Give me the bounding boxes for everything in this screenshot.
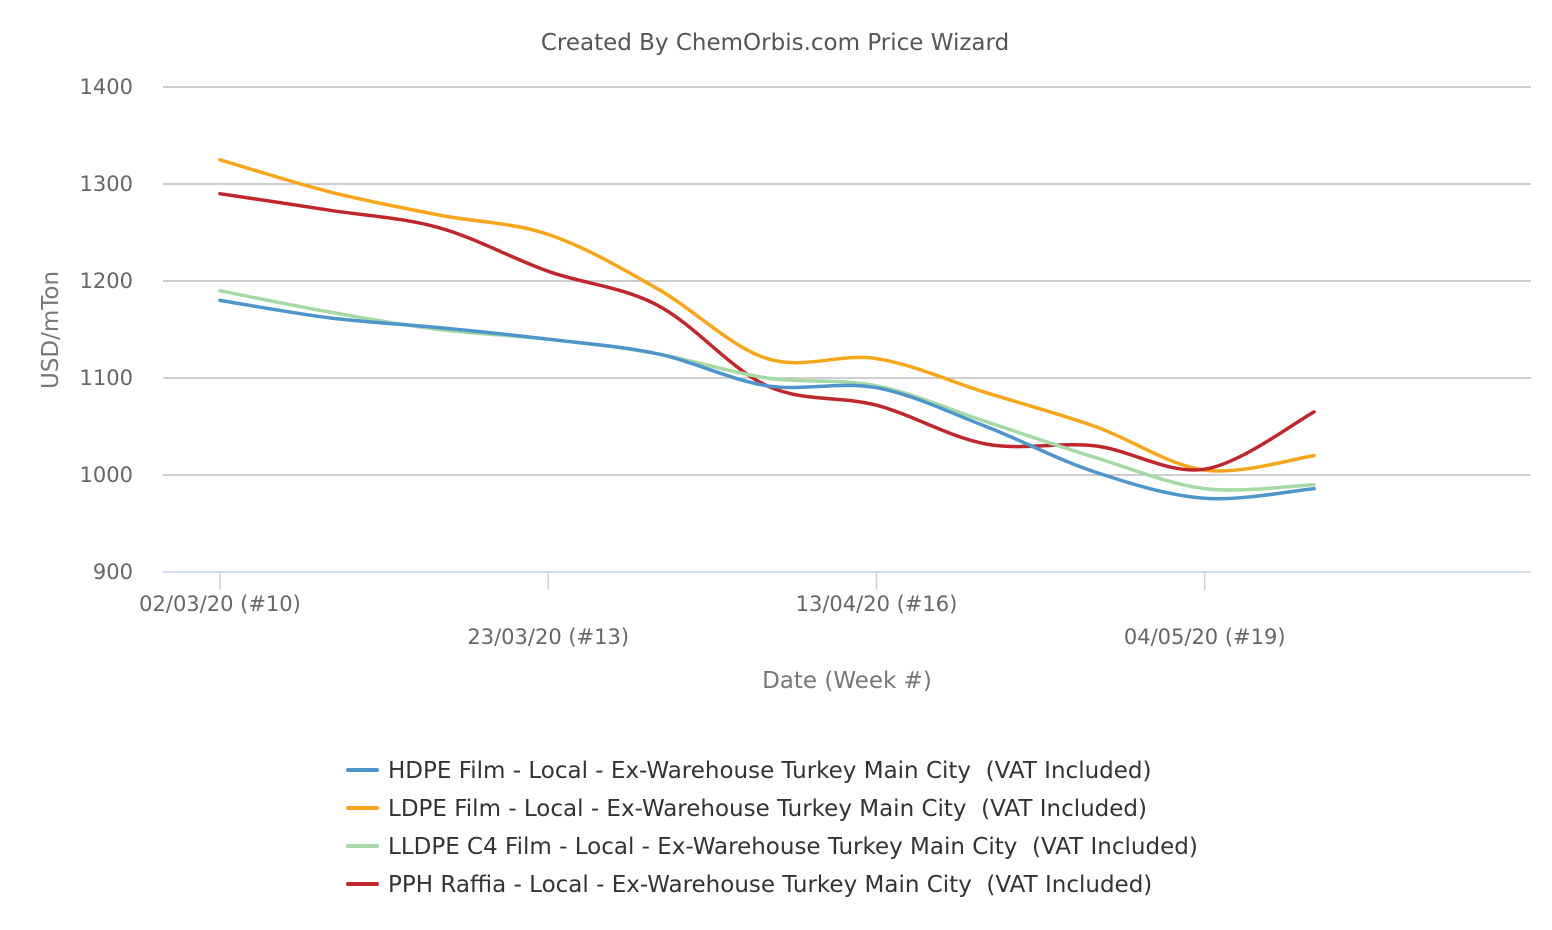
x-axis-title: Date (Week #)	[762, 668, 932, 694]
x-axis-ticks: 02/03/20 (#10) 23/03/20 (#13) 13/04/20 (#1…	[139, 572, 1286, 649]
y-tick-label: 1100	[80, 366, 133, 390]
series-line-1	[218, 158, 1316, 473]
chart-title: Created By ChemOrbis.com Price Wizard	[541, 30, 1009, 56]
y-tick-label: 1400	[80, 75, 133, 99]
legend-item[interactable]: LDPE Film - Local - Ex-Warehouse Turkey …	[346, 796, 1147, 822]
y-tick-label: 1300	[80, 172, 133, 196]
y-tick-label: 900	[93, 560, 133, 584]
y-tick-label: 1200	[80, 269, 133, 293]
legend-item[interactable]: LLDPE C4 Film - Local - Ex-Warehouse Tur…	[346, 834, 1198, 860]
legend-label: HDPE Film - Local - Ex-Warehouse Turkey …	[388, 758, 1151, 784]
legend-label: PPH Raffia - Local - Ex-Warehouse Turkey…	[388, 872, 1152, 898]
legend-label: LLDPE C4 Film - Local - Ex-Warehouse Tur…	[388, 834, 1198, 860]
y-axis-ticks: 900 1000 1100 1200 1300 1400	[80, 75, 133, 584]
x-tick-label: 13/04/20 (#16)	[796, 592, 958, 616]
legend-item[interactable]: HDPE Film - Local - Ex-Warehouse Turkey …	[346, 758, 1151, 784]
x-tick-label: 04/05/20 (#19)	[1124, 625, 1286, 649]
gridlines	[163, 86, 1531, 476]
legend: HDPE Film - Local - Ex-Warehouse Turkey …	[346, 758, 1198, 898]
series-line-0	[218, 298, 1316, 501]
x-tick-label: 02/03/20 (#10)	[139, 592, 301, 616]
series-lines	[218, 158, 1316, 501]
y-axis-title: USD/mTon	[38, 271, 64, 389]
series-line-3	[218, 191, 1316, 472]
x-tick-label: 23/03/20 (#13)	[467, 625, 629, 649]
legend-label: LDPE Film - Local - Ex-Warehouse Turkey …	[388, 796, 1147, 822]
legend-item[interactable]: PPH Raffia - Local - Ex-Warehouse Turkey…	[346, 872, 1152, 898]
y-tick-label: 1000	[80, 463, 133, 487]
